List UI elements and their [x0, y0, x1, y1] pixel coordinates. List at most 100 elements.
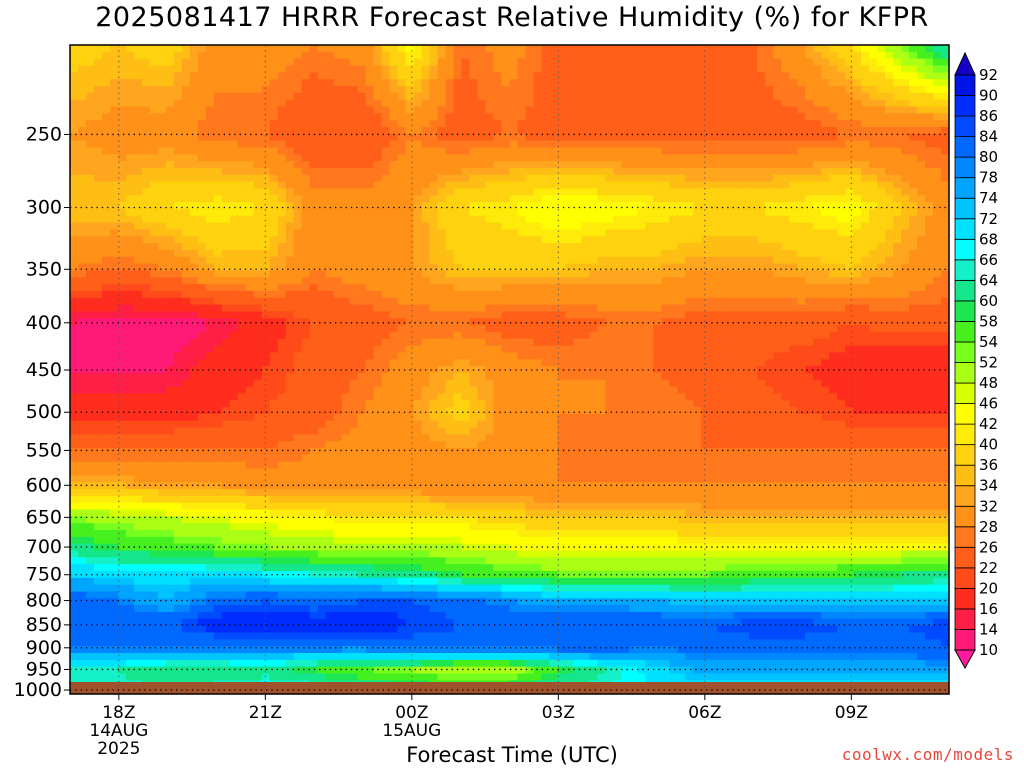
heat-cell: [325, 215, 335, 224]
heat-cell: [381, 45, 391, 53]
heat-cell: [533, 188, 543, 196]
heat-cell: [725, 331, 734, 340]
heat-cell: [485, 85, 495, 94]
heat-cell: [381, 161, 391, 169]
heat-cell: [917, 277, 926, 285]
heat-cell: [445, 58, 455, 67]
heat-cell: [661, 51, 670, 60]
heat-cell: [645, 120, 654, 128]
heat-cell: [653, 65, 662, 73]
heat-cell: [621, 113, 630, 121]
heat-cell: [325, 304, 335, 313]
heat-cell: [845, 188, 854, 196]
heat-cell: [517, 126, 527, 135]
heat-cell: [533, 174, 543, 183]
heat-cell: [317, 345, 327, 354]
heat-cell: [893, 72, 902, 80]
heat-cell: [717, 318, 726, 326]
heat-cell: [621, 284, 630, 292]
heat-cell: [293, 51, 303, 60]
heat-cell: [189, 154, 199, 162]
heat-cell: [573, 92, 583, 101]
heat-cell: [869, 202, 878, 210]
heat-cell: [205, 174, 215, 183]
heat-cell: [117, 195, 127, 203]
heat-cell: [669, 284, 678, 292]
heat-cell: [253, 126, 263, 135]
heat-cell: [469, 249, 479, 258]
heat-cell: [557, 338, 567, 347]
heat-cell: [381, 181, 391, 190]
heat-cell: [677, 297, 686, 306]
heat-cell: [365, 215, 375, 224]
heat-cell: [725, 51, 734, 60]
heat-cell: [821, 215, 830, 224]
heat-cell: [789, 99, 798, 108]
heat-cell: [101, 318, 111, 326]
heat-cell: [869, 325, 878, 333]
heat-cell: [829, 345, 838, 354]
heat-cell: [797, 338, 806, 347]
heat-cell: [765, 236, 774, 244]
heat-cell: [301, 188, 311, 196]
heat-cell: [181, 318, 191, 326]
heat-cell: [813, 79, 822, 87]
heat-cell: [789, 195, 798, 203]
heat-cell: [309, 290, 319, 299]
heat-cell: [85, 154, 95, 162]
heat-cell: [637, 270, 646, 278]
heat-cell: [149, 174, 159, 183]
heat-cell: [805, 58, 814, 67]
heat-cell: [909, 126, 918, 135]
heat-cell: [893, 167, 902, 176]
heat-cell: [925, 65, 934, 73]
heat-cell: [637, 154, 646, 162]
heat-cell: [789, 147, 798, 155]
heat-cell: [909, 338, 918, 347]
heat-cell: [437, 202, 447, 210]
heat-cell: [621, 58, 630, 67]
heat-cell: [181, 58, 191, 67]
heat-cell: [645, 338, 654, 347]
heat-cell: [629, 325, 638, 333]
heat-cell: [773, 325, 782, 333]
heat-cell: [637, 106, 646, 114]
heat-cell: [509, 277, 519, 285]
heat-cell: [173, 161, 183, 169]
heat-cell: [213, 51, 223, 60]
heat-cell: [245, 188, 255, 196]
heat-cell: [237, 290, 247, 299]
heat-cell: [413, 215, 423, 224]
heat-cell: [477, 202, 487, 210]
heat-cell: [157, 161, 167, 169]
heat-cell: [293, 195, 303, 203]
heat-cell: [557, 45, 567, 53]
heat-cell: [533, 65, 543, 73]
heat-cell: [829, 256, 838, 265]
heat-cell: [181, 325, 191, 333]
heat-cell: [589, 65, 598, 73]
heat-cell: [797, 106, 806, 114]
heat-cell: [357, 51, 367, 60]
heat-cell: [893, 222, 902, 231]
heat-cell: [925, 297, 934, 306]
heat-cell: [861, 270, 870, 278]
heat-cell: [445, 202, 455, 210]
heat-cell: [901, 318, 910, 326]
heat-cell: [813, 65, 822, 73]
heat-cell: [333, 304, 343, 313]
heat-cell: [269, 45, 279, 53]
heat-cell: [861, 208, 870, 217]
heat-cell: [693, 290, 702, 299]
heat-cell: [917, 208, 926, 217]
heat-cell: [925, 140, 934, 149]
heat-cell: [189, 113, 199, 121]
heat-cell: [685, 338, 694, 347]
heat-cell: [429, 325, 439, 333]
heat-cell: [661, 99, 670, 108]
heat-cell: [757, 338, 766, 347]
heat-cell: [597, 236, 606, 244]
heat-cell: [533, 161, 543, 169]
heat-cell: [565, 140, 575, 149]
heat-cell: [397, 79, 407, 87]
